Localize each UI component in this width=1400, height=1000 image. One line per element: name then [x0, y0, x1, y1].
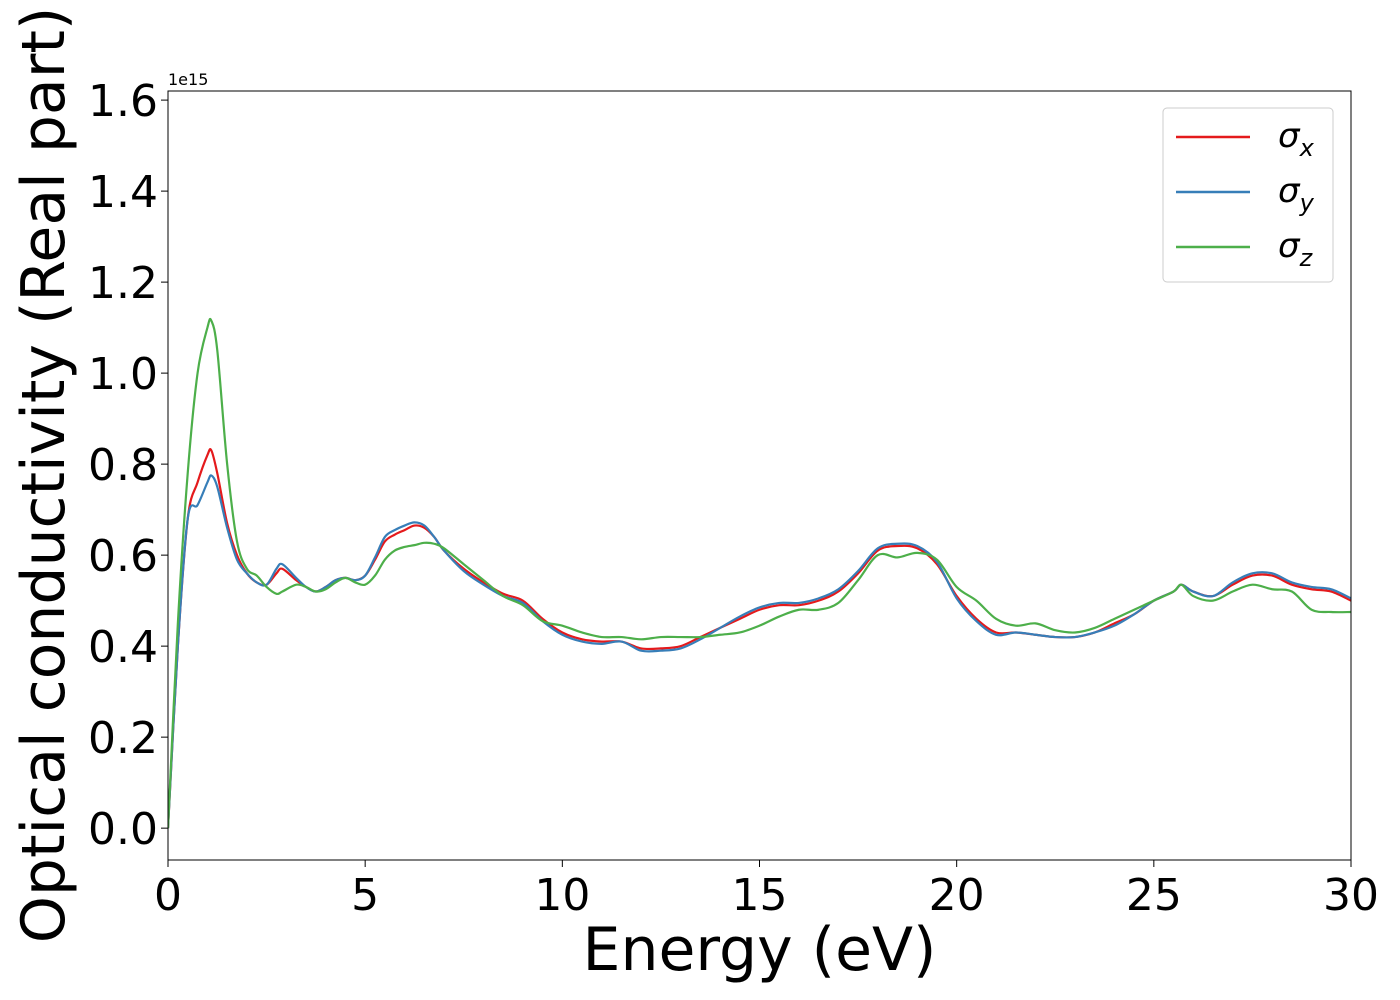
legend-label-subscript: y	[1299, 189, 1315, 217]
x-tick-label: 25	[1126, 870, 1182, 921]
x-tick-label: 15	[732, 870, 788, 921]
legend-label-z: σz	[1278, 226, 1314, 272]
y-axis-label: Optical conductivity (Real part)	[9, 7, 79, 944]
legend-label-symbol: σ	[1278, 116, 1301, 156]
plot-area-background	[168, 91, 1351, 860]
x-axis-ticks: 0 5 10 15 20 25 30	[154, 860, 1379, 921]
y-tick-label: 0.0	[88, 804, 158, 855]
x-tick-label: 20	[929, 870, 985, 921]
y-tick-label: 1.4	[88, 167, 158, 218]
y-offset-text: 1e15	[168, 70, 208, 89]
legend-label-subscript: x	[1299, 134, 1315, 162]
x-tick-label: 10	[534, 870, 590, 921]
legend-label-subscript: z	[1299, 244, 1314, 272]
series-line-y	[168, 474, 1351, 829]
y-tick-label: 0.6	[88, 531, 158, 582]
x-axis-label: Energy (eV)	[583, 915, 937, 985]
y-tick-label: 1.0	[88, 349, 158, 400]
y-tick-label: 0.8	[88, 440, 158, 491]
y-tick-label: 1.2	[88, 258, 158, 309]
legend-label-x: σx	[1278, 116, 1315, 162]
y-axis-ticks: 0.0 0.2 0.4 0.6 0.8 1.0 1.2 1.4 1.6	[88, 76, 168, 855]
legend-label-symbol: σ	[1278, 226, 1301, 266]
x-tick-label: 5	[351, 870, 379, 921]
series-layer	[168, 317, 1351, 829]
legend-box	[1162, 107, 1334, 283]
x-tick-label: 30	[1323, 870, 1379, 921]
y-tick-label: 0.4	[88, 622, 158, 673]
y-tick-label: 0.2	[88, 713, 158, 764]
legend-label-symbol: σ	[1278, 171, 1301, 211]
y-tick-label: 1.6	[88, 76, 158, 127]
legend-label-y: σy	[1278, 171, 1315, 217]
series-line-z	[168, 317, 1351, 829]
x-tick-label: 0	[154, 870, 182, 921]
